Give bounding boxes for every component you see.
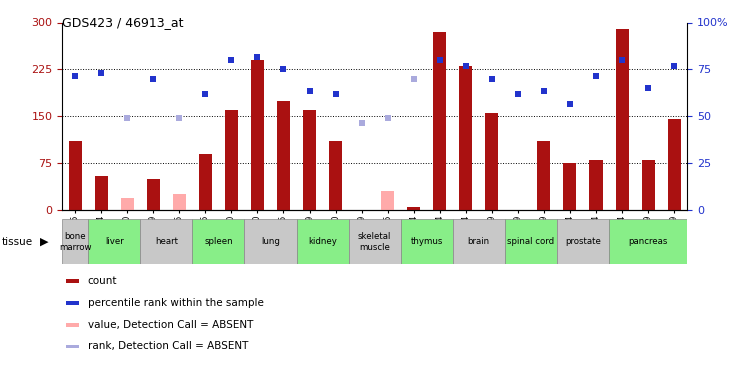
Bar — [564, 163, 577, 210]
Bar — [401, 219, 452, 264]
Bar — [537, 141, 550, 210]
Text: spinal cord: spinal cord — [507, 237, 554, 246]
Text: brain: brain — [468, 237, 490, 246]
Bar — [616, 29, 629, 210]
Bar — [609, 219, 687, 264]
Bar — [642, 160, 654, 210]
Bar — [407, 207, 420, 210]
Text: prostate: prostate — [565, 237, 601, 246]
Bar — [192, 219, 244, 264]
Text: skeletal
muscle: skeletal muscle — [358, 232, 391, 252]
Text: heart: heart — [155, 237, 178, 246]
Text: liver: liver — [105, 237, 124, 246]
Text: percentile rank within the sample: percentile rank within the sample — [88, 298, 264, 308]
Bar — [297, 219, 349, 264]
Text: ▶: ▶ — [39, 237, 48, 247]
Text: value, Detection Call = ABSENT: value, Detection Call = ABSENT — [88, 320, 253, 330]
Bar — [199, 154, 212, 210]
Bar — [62, 219, 88, 264]
Bar — [329, 141, 342, 210]
Text: spleen: spleen — [204, 237, 232, 246]
Bar — [95, 176, 107, 210]
Bar — [459, 66, 472, 210]
Text: kidney: kidney — [308, 237, 337, 246]
Bar — [140, 219, 192, 264]
Bar — [277, 100, 290, 210]
Bar — [225, 110, 238, 210]
Bar — [433, 32, 446, 210]
Bar — [251, 60, 264, 210]
Bar — [303, 110, 316, 210]
Bar — [452, 219, 505, 264]
Text: GDS423 / 46913_at: GDS423 / 46913_at — [62, 16, 183, 29]
Bar — [69, 141, 82, 210]
Bar — [88, 219, 140, 264]
Text: lung: lung — [261, 237, 280, 246]
Bar — [349, 219, 401, 264]
Text: bone
marrow: bone marrow — [59, 232, 91, 252]
Bar — [485, 113, 499, 210]
Bar — [381, 191, 394, 210]
Bar — [505, 219, 557, 264]
Text: count: count — [88, 276, 117, 286]
Text: tissue: tissue — [1, 237, 33, 247]
Bar — [173, 194, 186, 210]
Bar — [244, 219, 297, 264]
Bar — [121, 198, 134, 210]
Bar — [589, 160, 602, 210]
Bar — [667, 119, 681, 210]
Text: thymus: thymus — [411, 237, 443, 246]
Bar — [147, 179, 160, 210]
Text: pancreas: pancreas — [629, 237, 667, 246]
Bar — [557, 219, 609, 264]
Text: rank, Detection Call = ABSENT: rank, Detection Call = ABSENT — [88, 342, 248, 351]
